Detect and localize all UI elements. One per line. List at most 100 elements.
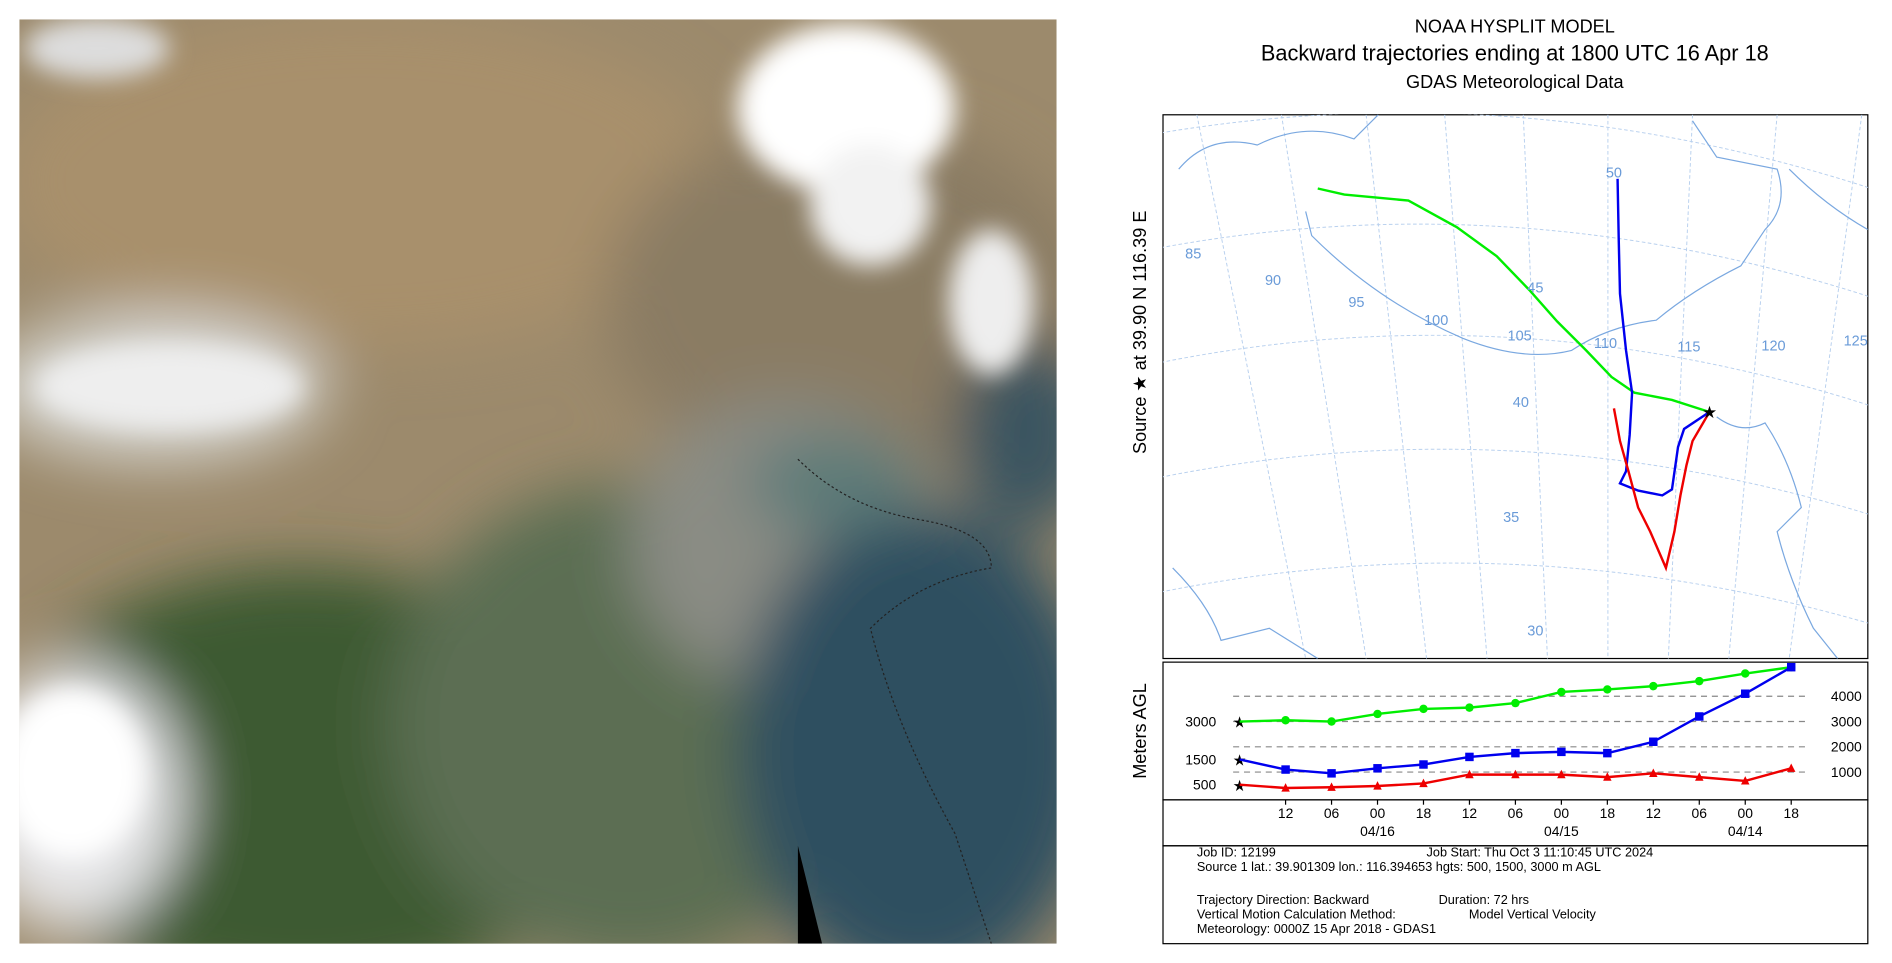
marker bbox=[1603, 748, 1612, 758]
marker bbox=[1281, 765, 1290, 774]
x-tick-label: 00 bbox=[1738, 805, 1754, 821]
trajectory-blue bbox=[1616, 178, 1711, 497]
x-tick-label: 06 bbox=[1324, 805, 1340, 821]
source-info: Source 1 lat.: 39.901309 lon.: 116.39465… bbox=[1197, 860, 1601, 874]
lon-label: 95 bbox=[1348, 295, 1364, 311]
map: ★ bbox=[1163, 114, 1868, 659]
job-id: Job ID: 12199 bbox=[1197, 846, 1276, 860]
satellite-image bbox=[19, 19, 1057, 944]
marker bbox=[1557, 687, 1566, 697]
marker bbox=[1695, 772, 1704, 781]
lat-label: 45 bbox=[1527, 280, 1543, 296]
lon-label: 85 bbox=[1185, 247, 1201, 263]
marker bbox=[1557, 769, 1566, 779]
lon-label: 105 bbox=[1508, 329, 1532, 345]
marker bbox=[1465, 752, 1474, 762]
start-height-label: 3000 bbox=[1185, 713, 1216, 729]
x-tick-label: 00 bbox=[1554, 805, 1570, 821]
marker bbox=[1511, 769, 1520, 779]
marker bbox=[1786, 662, 1796, 672]
lat-label: 40 bbox=[1513, 395, 1529, 411]
lon-label: 115 bbox=[1677, 340, 1700, 356]
marker bbox=[1373, 709, 1382, 719]
y-tick-label: 2000 bbox=[1831, 739, 1862, 755]
marker bbox=[1373, 781, 1382, 790]
borders bbox=[1172, 114, 1868, 659]
marker bbox=[1327, 717, 1336, 726]
x-tick-label: 12 bbox=[1646, 805, 1662, 821]
duration: Duration: 72 hrs bbox=[1439, 893, 1529, 907]
marker bbox=[1695, 676, 1704, 686]
marker bbox=[1741, 776, 1750, 785]
lon-label: 110 bbox=[1594, 336, 1617, 352]
marker bbox=[1649, 768, 1658, 777]
marker bbox=[1603, 772, 1612, 781]
marker bbox=[1419, 778, 1428, 788]
y-tick-label: 3000 bbox=[1831, 713, 1862, 729]
marker bbox=[1511, 698, 1520, 708]
marker bbox=[1281, 783, 1290, 792]
marker bbox=[1465, 703, 1474, 712]
start-star: ★ bbox=[1233, 715, 1247, 732]
start-star: ★ bbox=[1233, 778, 1247, 795]
vertical-method-value: Model Vertical Velocity bbox=[1469, 907, 1597, 921]
marker bbox=[1419, 704, 1428, 714]
lat-label: 50 bbox=[1606, 166, 1622, 182]
source-star: ★ bbox=[1702, 403, 1717, 422]
marker bbox=[1465, 769, 1474, 779]
marker bbox=[1281, 716, 1290, 725]
vertical-method: Vertical Motion Calculation Method: bbox=[1197, 907, 1396, 921]
x-tick-label: 12 bbox=[1462, 805, 1478, 821]
profile-y-label: Meters AGL bbox=[1130, 683, 1150, 779]
job-start: Job Start: Thu Oct 3 11:10:45 UTC 2024 bbox=[1427, 846, 1654, 860]
title: NOAA HYSPLIT MODEL bbox=[1415, 17, 1615, 37]
x-tick-label: 18 bbox=[1416, 805, 1432, 821]
x-date-label: 04/16 bbox=[1360, 823, 1395, 839]
start-height-label: 1500 bbox=[1185, 751, 1216, 767]
marker bbox=[1511, 748, 1520, 758]
series-line bbox=[1239, 665, 1792, 723]
x-tick-label: 06 bbox=[1508, 805, 1524, 821]
x-tick-label: 06 bbox=[1692, 805, 1708, 821]
trajectory-green bbox=[1317, 187, 1710, 414]
lon-label: 100 bbox=[1424, 313, 1448, 329]
marker bbox=[1373, 764, 1382, 773]
marker bbox=[1419, 760, 1428, 769]
data-source: GDAS Meteorological Data bbox=[1406, 72, 1624, 92]
y-tick-label: 1000 bbox=[1831, 764, 1862, 780]
marker bbox=[1327, 782, 1336, 791]
footer-frame bbox=[1162, 845, 1869, 945]
x-date-label: 04/14 bbox=[1728, 823, 1763, 839]
subtitle: Backward trajectories ending at 1800 UTC… bbox=[1261, 40, 1769, 65]
x-tick-label: 18 bbox=[1783, 805, 1799, 821]
marker bbox=[1649, 681, 1658, 691]
graticule bbox=[1163, 114, 1868, 659]
marker bbox=[1557, 747, 1566, 757]
x-tick-label: 18 bbox=[1600, 805, 1616, 821]
lon-label: 125 bbox=[1844, 334, 1868, 350]
lon-label: 90 bbox=[1265, 273, 1281, 289]
marker bbox=[1603, 685, 1612, 694]
x-tick-label: 00 bbox=[1370, 805, 1386, 821]
marker bbox=[1741, 689, 1750, 698]
marker bbox=[1695, 712, 1704, 721]
marker bbox=[1327, 769, 1336, 778]
y-tick-label: 4000 bbox=[1831, 688, 1862, 704]
lat-label: 35 bbox=[1503, 510, 1519, 526]
map-y-label: Source ★ at 39.90 N 116.39 E bbox=[1130, 211, 1150, 454]
direction: Trajectory Direction: Backward bbox=[1197, 893, 1369, 907]
x-date-label: 04/15 bbox=[1544, 823, 1579, 839]
map-frame bbox=[1162, 114, 1869, 660]
marker bbox=[1649, 737, 1658, 746]
marker bbox=[1741, 669, 1750, 678]
trajectory-red bbox=[1612, 408, 1711, 572]
x-tick-label: 12 bbox=[1278, 805, 1294, 821]
start-height-label: 500 bbox=[1193, 777, 1216, 793]
start-star: ★ bbox=[1233, 752, 1247, 769]
marker bbox=[1786, 763, 1796, 772]
lat-label: 30 bbox=[1527, 624, 1543, 640]
meteorology: Meteorology: 0000Z 15 Apr 2018 - GDAS1 bbox=[1197, 922, 1436, 936]
lon-label: 120 bbox=[1761, 338, 1785, 354]
